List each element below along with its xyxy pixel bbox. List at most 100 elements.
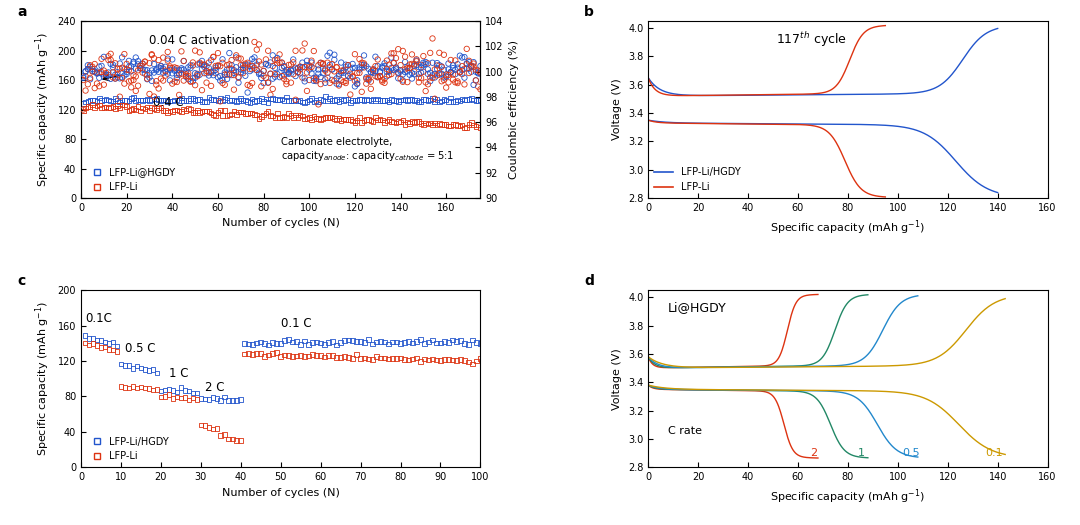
Point bbox=[470, 67, 487, 75]
Point bbox=[187, 69, 204, 78]
Point bbox=[225, 396, 242, 405]
Point bbox=[314, 60, 332, 68]
Point bbox=[138, 66, 156, 75]
Point bbox=[323, 66, 340, 74]
Point bbox=[207, 69, 225, 78]
Point bbox=[419, 120, 436, 128]
Point bbox=[228, 111, 245, 119]
Point bbox=[234, 69, 252, 77]
Point bbox=[226, 69, 243, 77]
Point bbox=[314, 114, 332, 123]
Point bbox=[362, 97, 379, 105]
Point bbox=[437, 83, 455, 92]
Point bbox=[130, 57, 147, 66]
Point bbox=[168, 388, 186, 396]
Point bbox=[148, 77, 165, 86]
Point bbox=[401, 96, 418, 104]
Point bbox=[472, 96, 489, 104]
Point bbox=[160, 390, 177, 398]
Point bbox=[308, 338, 325, 346]
Point bbox=[408, 57, 426, 66]
Point bbox=[96, 343, 113, 351]
Point bbox=[166, 77, 184, 86]
Point bbox=[157, 106, 174, 114]
Point bbox=[287, 72, 305, 80]
Point bbox=[341, 66, 359, 74]
Point bbox=[181, 77, 199, 86]
Point bbox=[300, 63, 318, 71]
Point bbox=[99, 104, 117, 112]
Point bbox=[431, 70, 448, 79]
Point bbox=[246, 57, 264, 66]
Point bbox=[394, 96, 411, 104]
Point bbox=[207, 64, 225, 72]
Point bbox=[187, 81, 204, 89]
Point bbox=[86, 60, 104, 68]
Point bbox=[268, 349, 285, 357]
Point bbox=[285, 70, 302, 78]
Point bbox=[216, 70, 233, 79]
Point bbox=[449, 121, 467, 130]
Point bbox=[204, 394, 221, 402]
Point bbox=[93, 69, 110, 78]
Point bbox=[152, 64, 170, 72]
Point bbox=[232, 55, 249, 63]
Point bbox=[380, 71, 397, 79]
Point bbox=[255, 79, 272, 87]
Point bbox=[84, 67, 102, 76]
Point bbox=[157, 68, 174, 76]
Point bbox=[91, 93, 108, 102]
Point bbox=[403, 75, 420, 83]
Point bbox=[337, 63, 354, 71]
Point bbox=[355, 51, 373, 60]
Point bbox=[157, 67, 174, 75]
Point bbox=[440, 59, 457, 68]
Point bbox=[367, 62, 384, 70]
Point bbox=[392, 339, 409, 348]
Point bbox=[271, 68, 288, 77]
Point bbox=[268, 340, 285, 348]
Point bbox=[244, 340, 261, 349]
Point bbox=[75, 72, 92, 80]
Point bbox=[252, 338, 269, 346]
Point bbox=[202, 96, 219, 104]
Point bbox=[300, 66, 318, 74]
Point bbox=[472, 68, 489, 77]
Point bbox=[285, 113, 302, 121]
Point bbox=[181, 78, 199, 86]
Point bbox=[189, 70, 206, 78]
Point bbox=[195, 107, 213, 116]
Point bbox=[444, 335, 461, 344]
Point bbox=[166, 63, 184, 71]
Point bbox=[212, 431, 229, 439]
Point bbox=[328, 74, 346, 82]
Point bbox=[140, 69, 158, 77]
Point bbox=[230, 54, 247, 62]
Legend: LFP-Li/HGDY, LFP-Li: LFP-Li/HGDY, LFP-Li bbox=[86, 436, 170, 463]
Point bbox=[208, 424, 226, 433]
Point bbox=[282, 78, 299, 87]
Point bbox=[144, 77, 161, 85]
Point bbox=[310, 100, 327, 109]
Point bbox=[159, 56, 176, 65]
Point bbox=[454, 95, 471, 103]
Point bbox=[413, 119, 430, 128]
Point bbox=[79, 65, 96, 73]
Point bbox=[442, 68, 459, 76]
Point bbox=[388, 64, 405, 72]
Point bbox=[228, 53, 245, 61]
Point bbox=[392, 354, 409, 362]
Point bbox=[433, 77, 450, 86]
Point bbox=[324, 337, 341, 345]
Point bbox=[125, 93, 143, 102]
Point bbox=[75, 99, 92, 108]
Point bbox=[300, 352, 318, 360]
Point bbox=[144, 51, 161, 59]
Point bbox=[246, 53, 264, 61]
Point bbox=[122, 94, 139, 102]
Point bbox=[93, 68, 110, 76]
Point bbox=[257, 95, 274, 103]
Point bbox=[177, 72, 194, 81]
Point bbox=[265, 112, 282, 120]
Point bbox=[132, 61, 149, 70]
